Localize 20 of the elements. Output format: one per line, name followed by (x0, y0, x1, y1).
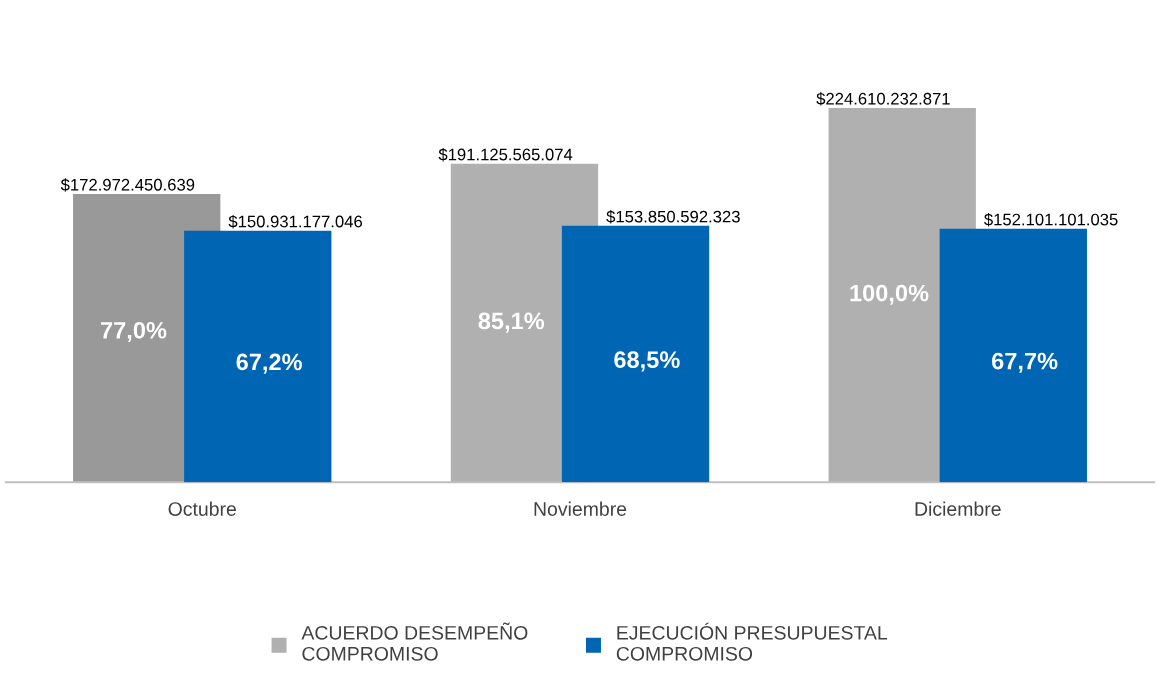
data-label: $150.931.177.046 (228, 214, 363, 229)
data-label: $224.610.232.871 (816, 92, 950, 106)
x-tick-label: Noviembre (534, 501, 627, 516)
legend-label: EJECUCIÓN PRESUPUESTAL COMPROMISO (616, 622, 888, 661)
data-label: $152.101.101.035 (984, 212, 1118, 227)
data-label: $153.850.592.323 (606, 210, 740, 224)
bar (561, 225, 710, 483)
annotation: 85,1% (478, 312, 545, 333)
legend-label: ACUERDO DESEMPEÑO COMPROMISO (301, 622, 528, 661)
data-label: $191.125.565.074 (438, 147, 573, 162)
bar (939, 228, 1087, 483)
x-tick-label: Octubre (168, 501, 236, 516)
annotation: 77,0% (101, 321, 167, 343)
annotation: 67,2% (236, 353, 302, 374)
data-label: $172.972.450.639 (60, 178, 195, 192)
x-tick-label: Diciembre (915, 501, 1001, 516)
annotation: 100,0% (850, 284, 929, 305)
annotation: 68,5% (614, 351, 680, 372)
annotation: 67,7% (992, 352, 1058, 373)
bar (184, 230, 332, 483)
